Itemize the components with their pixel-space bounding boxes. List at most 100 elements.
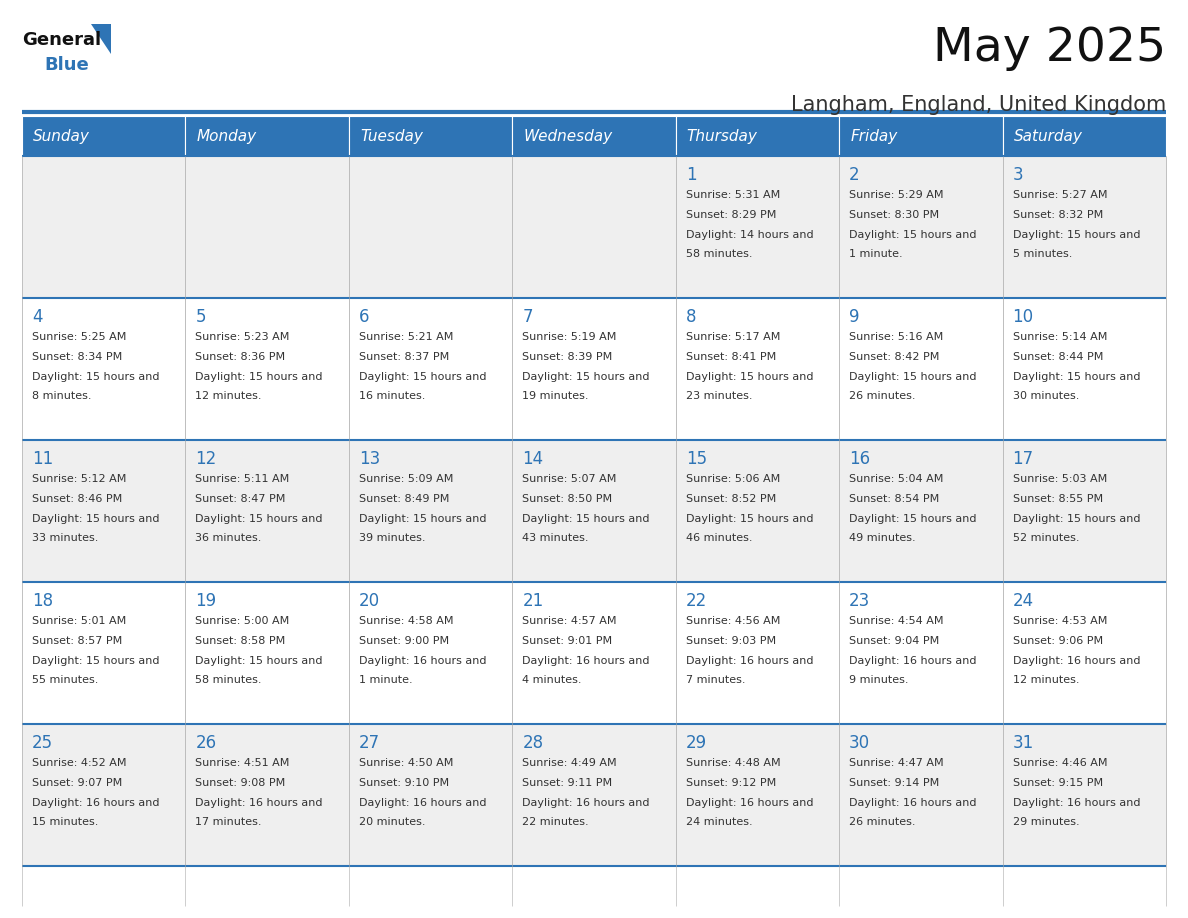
- Text: Daylight: 15 hours and: Daylight: 15 hours and: [523, 514, 650, 524]
- Bar: [185, 156, 349, 298]
- Text: Sunrise: 4:48 AM: Sunrise: 4:48 AM: [685, 758, 781, 768]
- Text: Sunset: 8:57 PM: Sunset: 8:57 PM: [32, 636, 122, 646]
- Bar: [512, 298, 676, 440]
- Text: Sunset: 8:47 PM: Sunset: 8:47 PM: [196, 494, 286, 504]
- Text: Daylight: 15 hours and: Daylight: 15 hours and: [849, 372, 977, 382]
- Text: 26 minutes.: 26 minutes.: [849, 391, 916, 401]
- Text: Sunrise: 5:09 AM: Sunrise: 5:09 AM: [359, 474, 454, 484]
- Text: 24 minutes.: 24 minutes.: [685, 817, 752, 827]
- Text: Sunrise: 5:29 AM: Sunrise: 5:29 AM: [849, 190, 943, 200]
- Bar: [839, 116, 1003, 156]
- Text: 31: 31: [1012, 734, 1034, 752]
- Text: Sunrise: 5:19 AM: Sunrise: 5:19 AM: [523, 332, 617, 342]
- Text: 16 minutes.: 16 minutes.: [359, 391, 425, 401]
- Bar: [185, 724, 349, 866]
- Bar: [1003, 440, 1165, 582]
- Text: Sunrise: 4:47 AM: Sunrise: 4:47 AM: [849, 758, 943, 768]
- Text: Daylight: 15 hours and: Daylight: 15 hours and: [1012, 372, 1140, 382]
- Bar: [1003, 156, 1165, 298]
- Text: Sunset: 9:14 PM: Sunset: 9:14 PM: [849, 778, 940, 788]
- Text: 58 minutes.: 58 minutes.: [196, 675, 261, 685]
- Text: 52 minutes.: 52 minutes.: [1012, 533, 1079, 543]
- Text: 5: 5: [196, 308, 206, 326]
- Text: Sunrise: 4:58 AM: Sunrise: 4:58 AM: [359, 616, 454, 626]
- Text: Sunset: 9:12 PM: Sunset: 9:12 PM: [685, 778, 776, 788]
- Text: Sunrise: 4:51 AM: Sunrise: 4:51 AM: [196, 758, 290, 768]
- Polygon shape: [91, 24, 112, 54]
- Text: 1 minute.: 1 minute.: [359, 675, 412, 685]
- Bar: [349, 440, 512, 582]
- Text: Sunset: 8:58 PM: Sunset: 8:58 PM: [196, 636, 285, 646]
- Text: 21: 21: [523, 592, 544, 610]
- Bar: [185, 116, 349, 156]
- Text: Daylight: 16 hours and: Daylight: 16 hours and: [523, 798, 650, 808]
- Text: 13: 13: [359, 450, 380, 468]
- Text: Daylight: 15 hours and: Daylight: 15 hours and: [32, 372, 159, 382]
- Text: General: General: [23, 31, 101, 49]
- Text: Saturday: Saturday: [1013, 129, 1082, 143]
- Text: Sunrise: 5:16 AM: Sunrise: 5:16 AM: [849, 332, 943, 342]
- Text: 12 minutes.: 12 minutes.: [1012, 675, 1079, 685]
- Text: Daylight: 15 hours and: Daylight: 15 hours and: [685, 514, 814, 524]
- Text: Sunset: 8:30 PM: Sunset: 8:30 PM: [849, 210, 940, 220]
- Text: Daylight: 15 hours and: Daylight: 15 hours and: [196, 372, 323, 382]
- Bar: [349, 116, 512, 156]
- Text: Sunrise: 5:17 AM: Sunrise: 5:17 AM: [685, 332, 781, 342]
- Bar: [839, 298, 1003, 440]
- Text: Daylight: 16 hours and: Daylight: 16 hours and: [196, 798, 323, 808]
- Text: Daylight: 15 hours and: Daylight: 15 hours and: [32, 514, 159, 524]
- Text: Sunset: 8:29 PM: Sunset: 8:29 PM: [685, 210, 776, 220]
- Text: 12 minutes.: 12 minutes.: [196, 391, 261, 401]
- Text: Sunrise: 4:57 AM: Sunrise: 4:57 AM: [523, 616, 617, 626]
- Text: 26 minutes.: 26 minutes.: [849, 817, 916, 827]
- Bar: [1003, 298, 1165, 440]
- Text: Daylight: 15 hours and: Daylight: 15 hours and: [523, 372, 650, 382]
- Text: 25: 25: [32, 734, 53, 752]
- Text: Sunrise: 5:04 AM: Sunrise: 5:04 AM: [849, 474, 943, 484]
- Text: 26: 26: [196, 734, 216, 752]
- Text: 1 minute.: 1 minute.: [849, 249, 903, 259]
- Text: 22: 22: [685, 592, 707, 610]
- Bar: [839, 724, 1003, 866]
- Text: Sunrise: 5:07 AM: Sunrise: 5:07 AM: [523, 474, 617, 484]
- Text: Daylight: 16 hours and: Daylight: 16 hours and: [685, 798, 814, 808]
- Text: Tuesday: Tuesday: [360, 129, 423, 143]
- Text: 8 minutes.: 8 minutes.: [32, 391, 91, 401]
- Bar: [349, 156, 512, 298]
- Text: Sunset: 8:36 PM: Sunset: 8:36 PM: [196, 352, 285, 362]
- Text: Sunrise: 4:54 AM: Sunrise: 4:54 AM: [849, 616, 943, 626]
- Text: Daylight: 15 hours and: Daylight: 15 hours and: [1012, 230, 1140, 240]
- Bar: [839, 156, 1003, 298]
- Text: Blue: Blue: [44, 56, 89, 74]
- Text: Sunset: 8:42 PM: Sunset: 8:42 PM: [849, 352, 940, 362]
- Text: 10: 10: [1012, 308, 1034, 326]
- Text: 14: 14: [523, 450, 543, 468]
- Text: Sunset: 9:00 PM: Sunset: 9:00 PM: [359, 636, 449, 646]
- Text: Sunrise: 5:21 AM: Sunrise: 5:21 AM: [359, 332, 454, 342]
- Text: Sunrise: 5:12 AM: Sunrise: 5:12 AM: [32, 474, 126, 484]
- Bar: [185, 582, 349, 724]
- Text: 46 minutes.: 46 minutes.: [685, 533, 752, 543]
- Text: 19: 19: [196, 592, 216, 610]
- Bar: [1003, 724, 1165, 866]
- Text: Thursday: Thursday: [687, 129, 758, 143]
- Bar: [512, 156, 676, 298]
- Text: Daylight: 16 hours and: Daylight: 16 hours and: [32, 798, 159, 808]
- Bar: [676, 156, 839, 298]
- Bar: [23, 156, 185, 298]
- Bar: [839, 582, 1003, 724]
- Text: 43 minutes.: 43 minutes.: [523, 533, 589, 543]
- Text: Daylight: 15 hours and: Daylight: 15 hours and: [359, 514, 486, 524]
- Text: 36 minutes.: 36 minutes.: [196, 533, 261, 543]
- Bar: [23, 116, 185, 156]
- Text: Daylight: 16 hours and: Daylight: 16 hours and: [1012, 656, 1140, 666]
- Text: Sunrise: 5:00 AM: Sunrise: 5:00 AM: [196, 616, 290, 626]
- Text: 58 minutes.: 58 minutes.: [685, 249, 752, 259]
- Text: 17 minutes.: 17 minutes.: [196, 817, 261, 827]
- Text: Sunset: 8:49 PM: Sunset: 8:49 PM: [359, 494, 449, 504]
- Text: 15 minutes.: 15 minutes.: [32, 817, 99, 827]
- Text: 4 minutes.: 4 minutes.: [523, 675, 582, 685]
- Text: Sunset: 9:10 PM: Sunset: 9:10 PM: [359, 778, 449, 788]
- Bar: [512, 582, 676, 724]
- Text: 7: 7: [523, 308, 532, 326]
